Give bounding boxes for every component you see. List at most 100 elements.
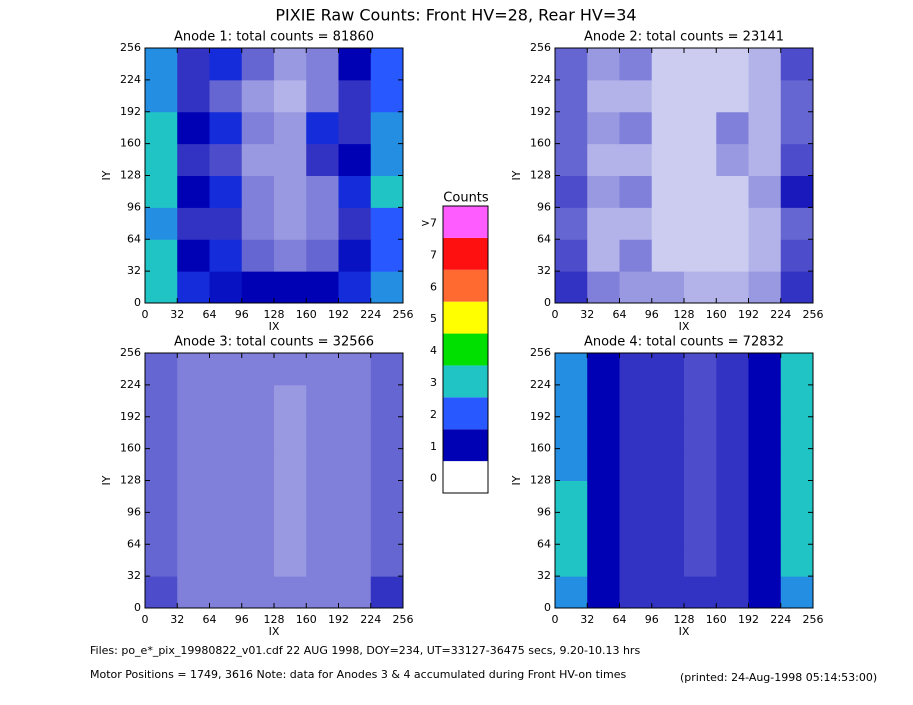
plot-title: Anode 2: total counts = 23141: [584, 30, 784, 45]
x-tick-label: 224: [360, 308, 381, 321]
heat-cell: [748, 480, 782, 513]
heat-cell: [370, 48, 404, 81]
heat-cell: [338, 576, 372, 609]
heat-cell: [209, 111, 243, 145]
y-tick-label: 64: [127, 232, 141, 245]
y-axis-label: IY: [510, 170, 523, 180]
heat-cell: [587, 207, 620, 240]
heat-cell: [306, 384, 339, 418]
heat-cell: [209, 416, 243, 450]
y-axis-label: IY: [510, 475, 523, 485]
heat-cell: [780, 544, 814, 577]
heat-cell: [587, 271, 620, 304]
y-tick-label: 256: [120, 346, 141, 359]
heat-cell: [370, 544, 404, 577]
x-tick-label: 0: [552, 613, 559, 626]
heat-cell: [716, 448, 749, 481]
x-axis-label: IX: [679, 625, 690, 638]
heat-cell: [555, 384, 588, 418]
heat-cell: [370, 416, 404, 450]
heat-cell: [684, 175, 717, 208]
heat-cell: [306, 448, 339, 481]
heat-cell: [370, 111, 404, 145]
heat-cell: [716, 48, 749, 81]
heat-cell: [209, 207, 243, 240]
heat-cell: [370, 143, 404, 176]
heat-cell: [241, 353, 275, 386]
heat-cell: [274, 448, 307, 481]
heat-cell: [780, 576, 814, 609]
x-axis-label: IX: [269, 320, 280, 333]
y-tick-label: 224: [530, 73, 551, 86]
heat-cell: [145, 448, 178, 481]
x-tick-label: 0: [142, 613, 149, 626]
colorbar-title: Counts: [443, 191, 489, 206]
heat-cell: [338, 175, 372, 208]
heat-cell: [651, 384, 685, 418]
colorbar-swatch: [443, 461, 488, 493]
x-tick-label: 96: [235, 613, 249, 626]
heat-cell: [684, 271, 717, 304]
x-tick-label: 160: [296, 613, 317, 626]
heat-cell: [209, 512, 243, 545]
colorbar-label: 3: [430, 376, 437, 389]
heat-cell: [651, 175, 685, 208]
colorbar-label: 0: [430, 472, 437, 485]
heat-cell: [716, 207, 749, 240]
x-tick-label: 128: [264, 308, 285, 321]
heat-cell: [338, 512, 372, 545]
heat-cell: [370, 512, 404, 545]
heat-cell: [716, 111, 749, 145]
heat-cell: [370, 207, 404, 240]
heat-cell: [748, 175, 782, 208]
heat-cell: [684, 416, 717, 450]
footer-line: Motor Positions = 1749, 3616 Note: data …: [90, 668, 626, 681]
heat-cell: [241, 207, 275, 240]
heat-cell: [684, 480, 717, 513]
heat-cell: [619, 271, 653, 304]
x-tick-label: 256: [803, 308, 824, 321]
heat-cell: [338, 416, 372, 450]
x-tick-label: 0: [552, 308, 559, 321]
heat-cell: [241, 271, 275, 304]
y-tick-label: 160: [530, 137, 551, 150]
heat-cell: [555, 175, 588, 208]
heat-cell: [716, 239, 749, 272]
x-tick-label: 64: [203, 308, 217, 321]
y-tick-label: 32: [537, 569, 551, 582]
y-tick-label: 192: [120, 410, 141, 423]
x-tick-label: 64: [613, 613, 627, 626]
heat-cell: [619, 79, 653, 113]
heat-cell: [241, 175, 275, 208]
heat-cell: [684, 207, 717, 240]
heat-cell: [619, 353, 653, 386]
heat-cell: [177, 416, 210, 450]
plot-title: Anode 4: total counts = 72832: [584, 335, 784, 350]
heat-cell: [177, 353, 210, 386]
heat-cell: [177, 79, 210, 113]
heat-cell: [370, 480, 404, 513]
heat-cell: [241, 111, 275, 145]
x-tick-label: 64: [203, 613, 217, 626]
heat-cell: [587, 48, 620, 81]
heat-cell: [274, 271, 307, 304]
heat-cell: [306, 271, 339, 304]
heat-cell: [145, 576, 178, 609]
heat-cell: [370, 448, 404, 481]
x-tick-label: 224: [770, 308, 791, 321]
x-tick-label: 224: [360, 613, 381, 626]
heat-cell: [177, 143, 210, 176]
y-tick-label: 64: [537, 537, 551, 550]
heat-cell: [716, 544, 749, 577]
heat-cell: [555, 448, 588, 481]
colorbar-swatch: [443, 333, 488, 366]
heat-cell: [177, 384, 210, 418]
y-tick-label: 64: [127, 537, 141, 550]
heat-cell: [370, 239, 404, 272]
y-tick-label: 128: [530, 169, 551, 182]
colorbar-swatch: [443, 365, 488, 398]
heat-cell: [748, 48, 782, 81]
heat-cell: [274, 512, 307, 545]
x-tick-label: 160: [296, 308, 317, 321]
